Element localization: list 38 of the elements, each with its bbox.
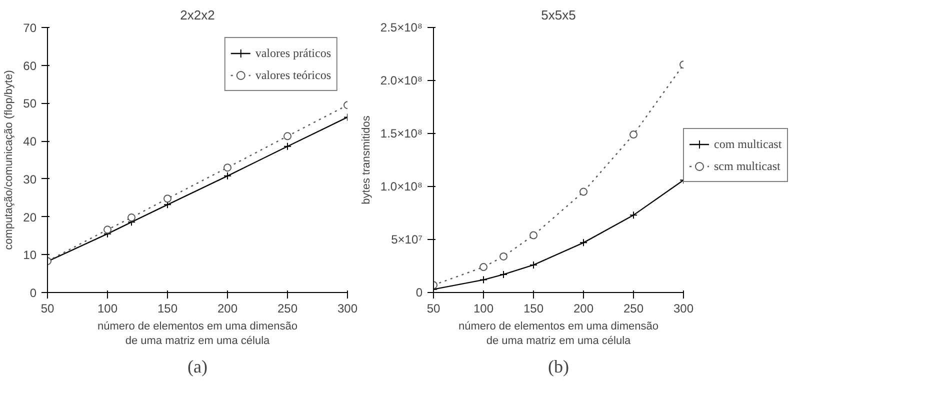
y-axis-title: bytes transmitidos — [360, 115, 372, 204]
x-tick-label: 250 — [277, 302, 298, 316]
x-tick-label: 200 — [217, 302, 238, 316]
x-tick-label: 150 — [157, 302, 178, 316]
y-tick-label: 70 — [23, 21, 37, 35]
x-axis-title: número de elementos em uma dimensão de uma matriz em uma célula — [458, 320, 658, 347]
y-tick-label: 2.0×10⁸ — [380, 74, 423, 88]
x-tick-label: 50 — [40, 302, 54, 316]
x-tick-label: 300 — [673, 302, 694, 316]
x-axis-title: número de elementos em uma dimensão de uma matriz em uma célula — [98, 320, 298, 347]
legend-label: com multicast — [714, 136, 782, 152]
x-tick-label: 50 — [426, 302, 440, 316]
legend-label: valores teóricos — [255, 68, 331, 82]
legend-label: scm multicast — [714, 158, 780, 174]
chart-title: 2x2x2 — [180, 8, 215, 22]
x-tick-label: 150 — [523, 302, 544, 316]
y-tick-label: 1.5×10⁸ — [380, 126, 423, 140]
y-tick-label: 1.0×10⁸ — [380, 180, 423, 194]
y-tick-label: 60 — [23, 58, 37, 73]
text: (b) — [548, 356, 570, 376]
y-tick-label: 10 — [23, 248, 37, 262]
x-tick-label: 100 — [473, 302, 494, 316]
legend-label: valores práticos — [255, 46, 331, 60]
x-tick-label: 250 — [623, 302, 644, 316]
y-tick-label: 5×10⁷ — [391, 232, 423, 246]
y-tick-label: 20 — [23, 210, 37, 224]
x-tick-label: 200 — [573, 302, 594, 316]
y-axis-title: computação/comunicação (flop/byte) — [3, 70, 16, 250]
y-tick-label: 2.5×10⁸ — [380, 20, 423, 34]
y-tick-label: 50 — [23, 96, 37, 111]
chart-title: 5x5x5 — [541, 8, 576, 22]
x-tick-label: 100 — [97, 302, 118, 316]
text: (a) — [188, 356, 208, 376]
y-tick-label: 30 — [23, 172, 37, 186]
y-tick-label: 40 — [23, 134, 37, 149]
x-tick-label: 300 — [337, 302, 358, 316]
y-tick-label: 0 — [30, 286, 37, 300]
y-tick-label: 0 — [416, 286, 423, 300]
